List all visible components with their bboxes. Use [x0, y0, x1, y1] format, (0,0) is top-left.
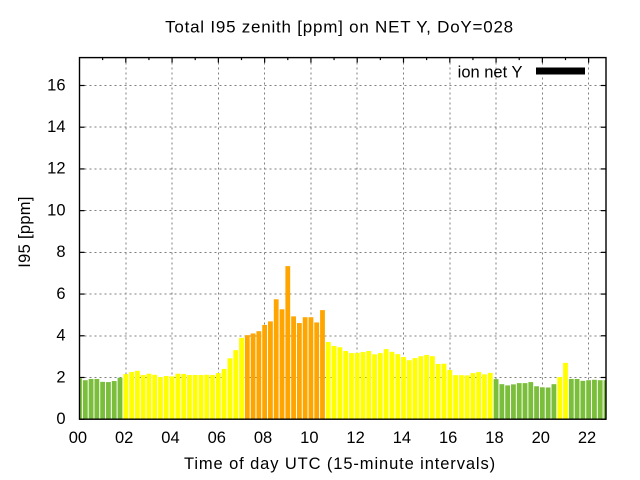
svg-text:08: 08 [254, 429, 272, 447]
svg-text:2: 2 [56, 368, 65, 386]
svg-text:06: 06 [208, 429, 226, 447]
svg-text:8: 8 [56, 243, 65, 261]
svg-text:6: 6 [56, 285, 65, 303]
svg-text:ion net Y: ion net Y [458, 64, 523, 82]
svg-text:16: 16 [47, 76, 65, 94]
svg-text:18: 18 [485, 429, 503, 447]
svg-text:4: 4 [56, 327, 65, 345]
svg-text:14: 14 [393, 429, 411, 447]
svg-text:10: 10 [300, 429, 318, 447]
svg-text:10: 10 [47, 201, 65, 219]
svg-text:16: 16 [439, 429, 457, 447]
svg-text:12: 12 [346, 429, 364, 447]
svg-text:02: 02 [115, 429, 133, 447]
svg-text:20: 20 [532, 429, 550, 447]
svg-text:00: 00 [69, 429, 87, 447]
svg-text:I95 [ppm]: I95 [ppm] [16, 196, 34, 268]
svg-text:0: 0 [56, 410, 65, 428]
svg-text:12: 12 [47, 160, 65, 178]
svg-text:04: 04 [161, 429, 179, 447]
svg-text:Time of day UTC (15-minute int: Time of day UTC (15-minute intervals) [184, 455, 496, 473]
svg-text:14: 14 [47, 118, 65, 136]
svg-text:Total I95 zenith [ppm] on NET: Total I95 zenith [ppm] on NET Y, DoY=028 [165, 18, 514, 37]
svg-text:22: 22 [578, 429, 596, 447]
